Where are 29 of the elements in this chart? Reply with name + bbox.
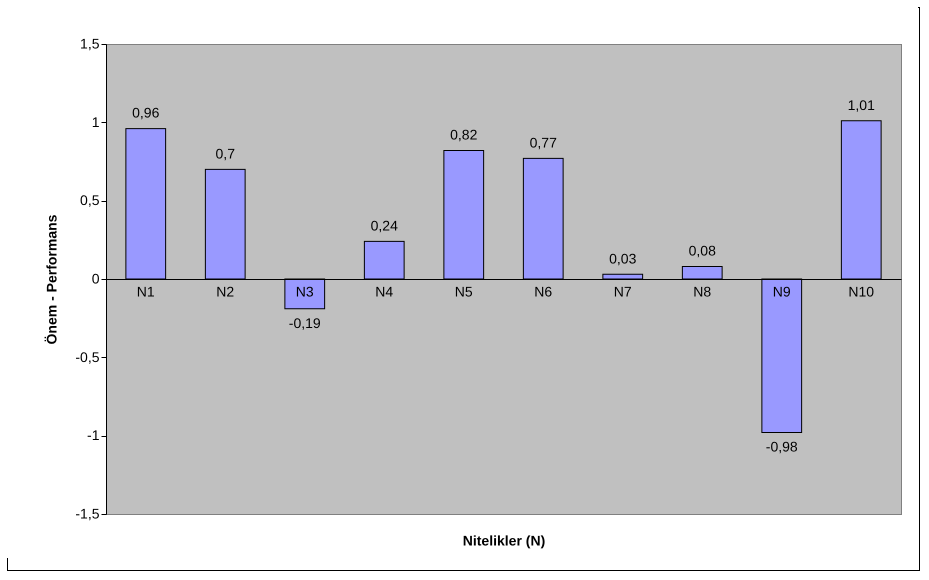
y-tick-label: -1 bbox=[87, 427, 100, 444]
x-tick-label: N8 bbox=[693, 284, 712, 300]
data-label: 0,7 bbox=[216, 145, 236, 162]
data-label: 0,24 bbox=[370, 217, 398, 234]
data-label: 0,96 bbox=[132, 104, 160, 121]
y-tick-label: 0,5 bbox=[80, 192, 100, 208]
x-tick-label: N10 bbox=[848, 284, 874, 300]
x-tick-label: N9 bbox=[772, 284, 791, 300]
x-tick-label: N4 bbox=[375, 284, 394, 300]
x-tick-label: N3 bbox=[296, 284, 314, 300]
y-axis-title: Önem - Performans bbox=[43, 214, 60, 344]
x-tick-label: N2 bbox=[216, 284, 234, 300]
x-tick-label: N5 bbox=[454, 284, 473, 300]
x-tick-label: N1 bbox=[136, 284, 155, 300]
data-label: 0,82 bbox=[450, 126, 478, 143]
data-label: 0,77 bbox=[530, 134, 558, 150]
x-tick-label: N7 bbox=[614, 284, 632, 300]
data-label: 0,03 bbox=[609, 250, 637, 266]
x-axis-title: Nitelikler (N) bbox=[462, 532, 546, 548]
x-tick-label: N6 bbox=[534, 284, 552, 300]
y-tick-label: -1,5 bbox=[75, 506, 100, 522]
y-tick-label: -0,5 bbox=[75, 348, 100, 365]
data-label: -0,98 bbox=[766, 438, 798, 455]
data-label: 0,08 bbox=[688, 242, 716, 258]
data-label: -0,19 bbox=[288, 314, 321, 331]
y-tick-label: 1 bbox=[92, 114, 100, 130]
y-tick-label: 0 bbox=[92, 270, 100, 286]
data-label: 1,01 bbox=[848, 96, 876, 113]
y-tick-label: 1,5 bbox=[80, 36, 100, 52]
